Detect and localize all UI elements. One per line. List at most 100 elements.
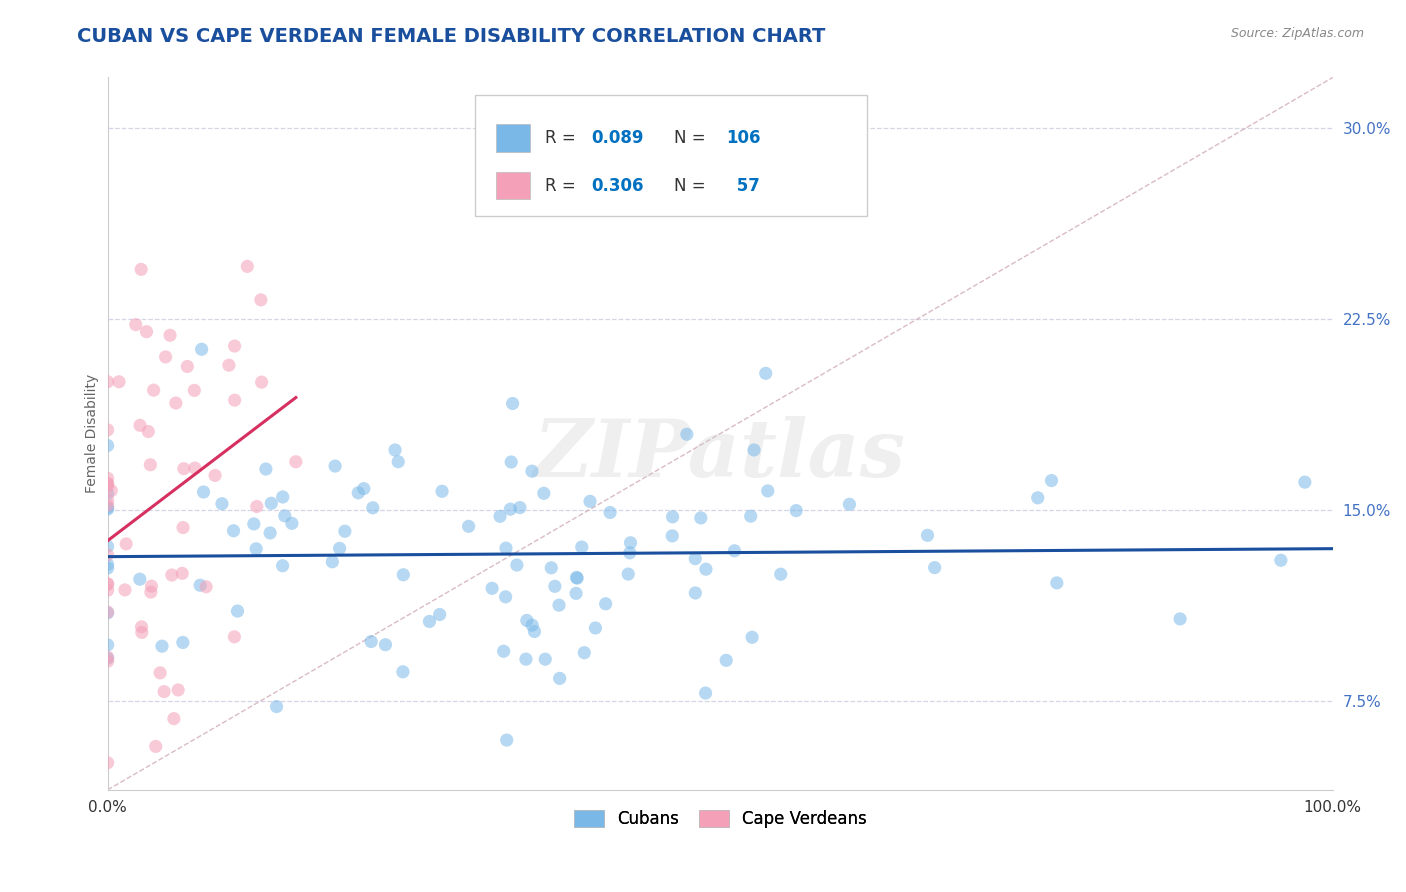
Point	[271, 558, 294, 573]
Point	[97, 423, 120, 437]
Point	[1046, 575, 1069, 590]
Point	[571, 540, 593, 554]
Point	[520, 464, 543, 478]
Point	[533, 486, 555, 500]
Point	[429, 607, 451, 622]
Text: CUBAN VS CAPE VERDEAN FEMALE DISABILITY CORRELATION CHART: CUBAN VS CAPE VERDEAN FEMALE DISABILITY …	[77, 27, 825, 45]
Point	[723, 543, 745, 558]
Point	[714, 653, 737, 667]
Point	[155, 350, 177, 364]
Text: Source: ZipAtlas.com: Source: ZipAtlas.com	[1230, 27, 1364, 40]
Point	[548, 672, 571, 686]
Point	[245, 541, 267, 556]
Point	[97, 638, 120, 652]
Point	[333, 524, 356, 539]
Bar	[496, 125, 530, 152]
Text: R =: R =	[546, 129, 581, 147]
Point	[387, 455, 409, 469]
Point	[100, 483, 122, 498]
Point	[183, 384, 205, 398]
Point	[1040, 474, 1063, 488]
Point	[97, 576, 120, 591]
Point	[1294, 475, 1316, 490]
Point	[1026, 491, 1049, 505]
Point	[97, 605, 120, 619]
Point	[129, 262, 152, 277]
Point	[329, 541, 352, 556]
Point	[509, 500, 531, 515]
Point	[159, 328, 181, 343]
Point	[281, 516, 304, 531]
Point	[108, 375, 131, 389]
Point	[489, 509, 512, 524]
Point	[97, 476, 120, 491]
Point	[418, 615, 440, 629]
Point	[374, 638, 396, 652]
Y-axis label: Female Disability: Female Disability	[86, 374, 100, 493]
Point	[430, 484, 453, 499]
Point	[97, 651, 120, 665]
Point	[204, 468, 226, 483]
Point	[565, 586, 588, 600]
Point	[97, 480, 120, 494]
Point	[260, 496, 283, 510]
Point	[195, 580, 218, 594]
Point	[136, 425, 159, 439]
Point	[135, 325, 157, 339]
Point	[163, 712, 186, 726]
Point	[785, 503, 807, 517]
Point	[139, 458, 162, 472]
Point	[176, 359, 198, 374]
Point	[583, 621, 606, 635]
Point	[917, 528, 939, 542]
Point	[321, 555, 343, 569]
Point	[97, 375, 120, 389]
Point	[97, 583, 120, 598]
Point	[266, 699, 288, 714]
Point	[218, 358, 240, 372]
Point	[506, 558, 529, 572]
Point	[236, 260, 259, 274]
Point	[534, 652, 557, 666]
Point	[617, 567, 640, 582]
Point	[97, 476, 120, 491]
Point	[149, 665, 172, 680]
Point	[150, 639, 173, 653]
Point	[523, 624, 546, 639]
Point	[457, 519, 479, 533]
Point	[1270, 553, 1292, 567]
Point	[495, 733, 517, 747]
Point	[384, 442, 406, 457]
Point	[226, 604, 249, 618]
Point	[97, 650, 120, 665]
Point	[97, 756, 120, 770]
Point	[683, 551, 706, 566]
Point	[516, 614, 538, 628]
Point	[131, 620, 153, 634]
Text: R =: R =	[546, 177, 581, 194]
Point	[153, 684, 176, 698]
Point	[97, 539, 120, 553]
Point	[685, 586, 707, 600]
Point	[740, 509, 762, 524]
Point	[97, 502, 120, 516]
Point	[347, 486, 370, 500]
Point	[173, 461, 195, 475]
Point	[97, 548, 120, 562]
Point	[540, 561, 562, 575]
Text: N =: N =	[673, 129, 710, 147]
Point	[501, 455, 523, 469]
Point	[599, 506, 621, 520]
Point	[193, 485, 215, 500]
Point	[838, 497, 860, 511]
Point	[619, 546, 641, 560]
Point	[619, 535, 641, 549]
Point	[97, 558, 120, 572]
Legend: Cubans, Cape Verdeans: Cubans, Cape Verdeans	[567, 804, 873, 835]
Point	[139, 585, 162, 599]
Text: 57: 57	[731, 177, 761, 194]
Point	[97, 577, 120, 591]
Point	[243, 516, 266, 531]
Point	[284, 455, 307, 469]
Point	[548, 598, 571, 612]
